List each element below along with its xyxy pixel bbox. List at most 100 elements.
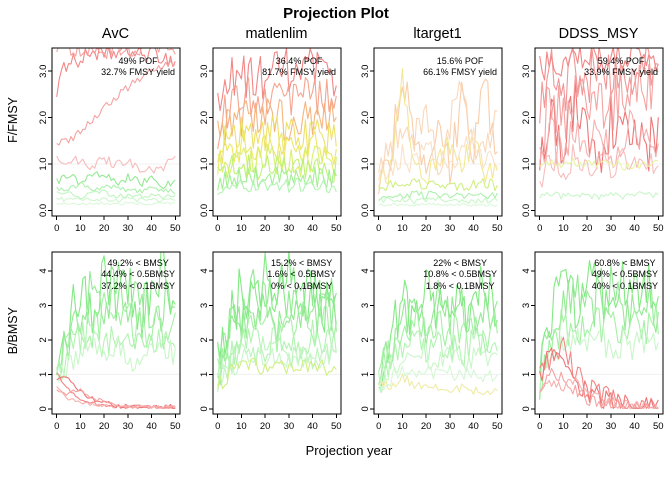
svg-text:10: 10 (75, 223, 86, 234)
svg-text:3.0: 3.0 (521, 65, 532, 78)
svg-text:1.0: 1.0 (521, 157, 532, 170)
svg-text:10: 10 (397, 421, 408, 432)
svg-text:30: 30 (445, 421, 456, 432)
svg-text:2.0: 2.0 (199, 111, 210, 124)
column-title-ltarget1: ltarget1 (413, 26, 462, 42)
plot-avc-bbmsy: 0 10 20 30 40 50 0 1 2 3 4 (38, 251, 181, 432)
svg-text:10: 10 (236, 223, 247, 234)
svg-text:2.0: 2.0 (360, 111, 371, 124)
svg-text:50: 50 (331, 223, 342, 234)
svg-text:20: 20 (99, 421, 110, 432)
svg-text:1.0: 1.0 (199, 157, 210, 170)
panel-annotation: 22% < BMSY 10.8% < 0.5BMSY 1.8% < 0.1BMS… (423, 258, 497, 291)
svg-text:40: 40 (146, 421, 157, 432)
svg-text:40: 40 (468, 223, 479, 234)
svg-text:20: 20 (99, 223, 110, 234)
svg-text:50: 50 (170, 421, 181, 432)
svg-text:1: 1 (360, 372, 371, 377)
svg-text:2: 2 (360, 337, 371, 342)
svg-text:50: 50 (331, 421, 342, 432)
x-axis-label: Projection year (305, 443, 393, 458)
column-title-matlenlim: matlenlim (245, 26, 308, 42)
panel-annotation: 49.2% < BMSY 44.4% < 0.5BMSY 37.2% < 0.1… (101, 258, 175, 291)
svg-text:0.0: 0.0 (521, 204, 532, 217)
svg-text:30: 30 (284, 421, 295, 432)
svg-text:50: 50 (653, 223, 664, 234)
panel-matlenlim-bbmsy: 0 10 20 30 40 50 0 1 2 3 4 15.2% < BMSY 1.6% < 0.5… (187, 242, 348, 440)
svg-text:40: 40 (629, 421, 640, 432)
svg-text:1: 1 (199, 372, 210, 377)
svg-text:40: 40 (307, 223, 318, 234)
panel-annotation: 49% POF 32.7% FMSY yield (101, 56, 175, 78)
svg-text:4: 4 (521, 268, 532, 273)
svg-text:40: 40 (468, 421, 479, 432)
svg-text:40: 40 (629, 223, 640, 234)
panel-matlenlim-ffmsy: matlenlim 0 10 20 30 40 50 0.0 1.0 2.0 3.0 36.4% … (187, 24, 348, 242)
svg-text:20: 20 (260, 421, 271, 432)
panel-annotation: 36.4% POF 81.7% FMSY yield (262, 56, 336, 78)
svg-text:0: 0 (376, 421, 381, 432)
svg-text:0: 0 (199, 406, 210, 411)
svg-text:2: 2 (199, 337, 210, 342)
plot-ltarget1-bbmsy: 0 10 20 30 40 50 0 1 2 3 4 (360, 251, 503, 432)
svg-text:0: 0 (38, 406, 49, 411)
svg-text:3: 3 (521, 303, 532, 308)
svg-text:30: 30 (606, 421, 617, 432)
svg-text:30: 30 (284, 223, 295, 234)
panel-ltarget1-ffmsy: ltarget1 0 10 20 30 40 50 0.0 1.0 2.0 3.0 15.6% P… (348, 24, 509, 242)
svg-text:20: 20 (421, 421, 432, 432)
plot-ddssmsy-ffmsy: 0 10 20 30 40 50 0.0 1.0 2.0 3.0 (521, 47, 664, 234)
plot-ddssmsy-bbmsy: 0 10 20 30 40 50 0 1 2 3 4 (521, 251, 664, 432)
svg-text:40: 40 (307, 421, 318, 432)
svg-text:1.0: 1.0 (38, 157, 49, 170)
svg-text:0: 0 (537, 421, 542, 432)
svg-text:10: 10 (558, 223, 569, 234)
svg-text:0: 0 (376, 223, 381, 234)
plot-matlenlim-ffmsy: 0 10 20 30 40 50 0.0 1.0 2.0 3.0 (199, 47, 342, 234)
panel-annotation: 60.8% < BMSY 49% < 0.5BMSY 40% < 0.1BMSY (591, 258, 658, 291)
plot-ltarget1-ffmsy: 0 10 20 30 40 50 0.0 1.0 2.0 3.0 (360, 47, 503, 234)
svg-text:4: 4 (360, 268, 371, 273)
y-axis-label-ffmsy: F/FMSY (6, 97, 20, 143)
svg-text:40: 40 (146, 223, 157, 234)
svg-text:0: 0 (215, 421, 220, 432)
svg-text:50: 50 (492, 223, 503, 234)
panel-row-bbmsy: B/BMSY 0 10 20 30 40 50 0 1 2 3 4 49.2% < BMSY 44.… (0, 242, 672, 440)
svg-text:2.0: 2.0 (521, 111, 532, 124)
svg-text:3: 3 (38, 303, 49, 308)
panel-ltarget1-bbmsy: 0 10 20 30 40 50 0 1 2 3 4 22% < BMSY 10.8% < 0.5B… (348, 242, 509, 440)
svg-text:0: 0 (537, 223, 542, 234)
y-axis-label-bbmsy: B/BMSY (6, 307, 20, 355)
svg-text:4: 4 (199, 268, 210, 273)
svg-text:0: 0 (521, 406, 532, 411)
panel-ddssmsy-bbmsy: 0 10 20 30 40 50 0 1 2 3 4 60.8% < BMSY 49% < 0.5B… (509, 242, 670, 440)
svg-text:0.0: 0.0 (360, 204, 371, 217)
svg-text:0: 0 (215, 223, 220, 234)
column-title-ddssmsy: DDSS_MSY (558, 26, 639, 42)
panel-annotation: 15.6% POF 66.1% FMSY yield (423, 56, 497, 78)
svg-text:10: 10 (558, 421, 569, 432)
panel-annotation: 59.4% POF 33.9% FMSY yield (584, 56, 658, 78)
svg-text:0: 0 (360, 406, 371, 411)
svg-text:30: 30 (445, 223, 456, 234)
svg-text:20: 20 (582, 421, 593, 432)
svg-text:10: 10 (75, 421, 86, 432)
svg-text:30: 30 (123, 421, 134, 432)
svg-text:1.0: 1.0 (360, 157, 371, 170)
svg-text:0: 0 (54, 223, 59, 234)
panel-annotation: 15.2% < BMSY 1.6% < 0.5BMSY 0% < 0.1BMSY (267, 258, 336, 291)
svg-text:50: 50 (492, 421, 503, 432)
svg-text:20: 20 (260, 223, 271, 234)
svg-text:1: 1 (521, 372, 532, 377)
svg-text:30: 30 (123, 223, 134, 234)
svg-text:50: 50 (170, 223, 181, 234)
svg-text:3.0: 3.0 (360, 65, 371, 78)
svg-text:0.0: 0.0 (199, 204, 210, 217)
svg-text:10: 10 (236, 421, 247, 432)
svg-text:50: 50 (653, 421, 664, 432)
column-title-avc: AvC (101, 26, 130, 42)
svg-text:10: 10 (397, 223, 408, 234)
svg-text:2: 2 (38, 337, 49, 342)
plot-matlenlim-bbmsy: 0 10 20 30 40 50 0 1 2 3 4 (199, 251, 342, 432)
